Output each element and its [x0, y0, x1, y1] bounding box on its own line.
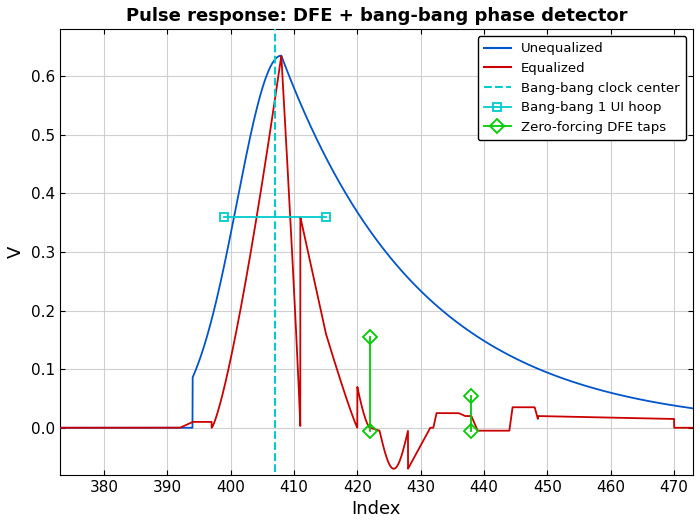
Y-axis label: V: V [7, 246, 25, 258]
Legend: Unequalized, Equalized, Bang-bang clock center, Bang-bang 1 UI hoop, Zero-forcin: Unequalized, Equalized, Bang-bang clock … [477, 36, 687, 141]
Title: Pulse response: DFE + bang-bang phase detector: Pulse response: DFE + bang-bang phase de… [125, 7, 627, 25]
X-axis label: Index: Index [351, 500, 401, 518]
